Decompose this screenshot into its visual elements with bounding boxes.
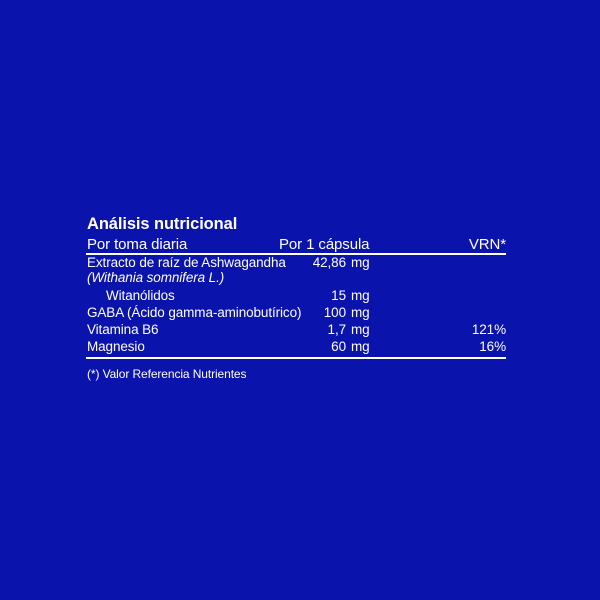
nutrient-amount: 60 mg — [331, 338, 370, 354]
table-row-ashwagandha-scientific: (Withania somnifera L.) — [0, 270, 600, 287]
nutrient-scientific-name: (Withania somnifera L.) — [87, 269, 225, 285]
table-row-vitamina-b6: Vitamina B6 1,7 mg 121% — [0, 322, 600, 339]
table-row-gaba: GABA (Ácido gamma-aminobutírico) 100 mg — [0, 305, 600, 322]
vrn-footnote: (*) Valor Referencia Nutrientes — [87, 366, 247, 381]
nutrition-table-title: Análisis nutricional — [87, 215, 238, 233]
nutrient-name: GABA (Ácido gamma-aminobutírico) — [87, 304, 302, 320]
nutrient-name: Witanólidos — [106, 287, 175, 303]
nutrient-amount: 15 mg — [331, 287, 370, 303]
nutrient-name: Vitamina B6 — [87, 321, 159, 337]
nutrient-name: Magnesio — [87, 338, 145, 354]
nutrient-vrn-percent: 121% — [471, 321, 506, 337]
header-per-capsule: Por 1 cápsula — [279, 236, 370, 253]
nutrient-vrn-percent: 16% — [479, 338, 506, 354]
nutrient-name: Extracto de raíz de Ashwagandha — [87, 255, 286, 270]
header-vrn: VRN* — [468, 236, 506, 253]
table-row-witanolidos: Witanólidos 15 mg — [0, 288, 600, 305]
header-per-daily-dose: Por toma diaria — [87, 236, 188, 253]
table-bottom-rule — [86, 357, 506, 359]
nutrient-amount: 100 mg — [323, 304, 370, 320]
nutrient-amount: 42,86 mg — [312, 255, 370, 270]
table-header-row: Por toma diaria Por 1 cápsula VRN* — [0, 236, 600, 254]
header-divider-rule — [86, 252, 506, 255]
table-row-magnesio: Magnesio 60 mg 16% — [0, 339, 600, 356]
nutrient-amount: 1,7 mg — [327, 321, 370, 337]
table-row-ashwagandha: Extracto de raíz de Ashwagandha 42,86 mg — [0, 255, 600, 272]
